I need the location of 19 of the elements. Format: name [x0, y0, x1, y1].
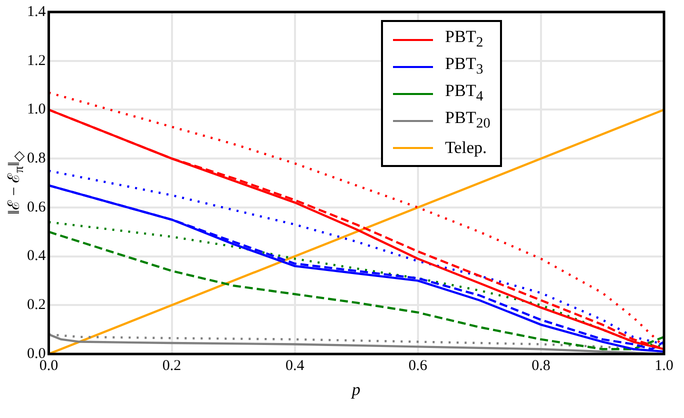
legend-label: PBT$_{4}$ [444, 81, 484, 106]
x-tick-label: 0.6 [408, 358, 428, 374]
x-tick-label: 0.4 [285, 358, 305, 374]
y-tick-label: 1.2 [27, 52, 46, 69]
x-tick-label: 0.8 [532, 358, 550, 374]
y-tick-label: 0.4 [27, 248, 46, 264]
legend-label: PBT$_{3}$ [444, 54, 484, 79]
y-tick-label: 1.0 [27, 102, 46, 118]
x-tick-label: 1.0 [654, 358, 674, 374]
y-tick-label: 0.6 [27, 199, 46, 216]
x-axis-title: p [352, 380, 360, 400]
y-tick-label: 1.4 [27, 4, 46, 20]
legend-label: PBT$_{2}$ [444, 27, 484, 52]
y-tick-label: 0.2 [27, 297, 46, 314]
x-tick-label: 0.0 [39, 358, 58, 374]
legend-label: PBT$_{20}$ [444, 108, 490, 133]
y-tick-label: 0.8 [27, 150, 46, 167]
x-tick-label: 0.2 [162, 358, 182, 374]
legend-label: Telep. [444, 138, 487, 158]
